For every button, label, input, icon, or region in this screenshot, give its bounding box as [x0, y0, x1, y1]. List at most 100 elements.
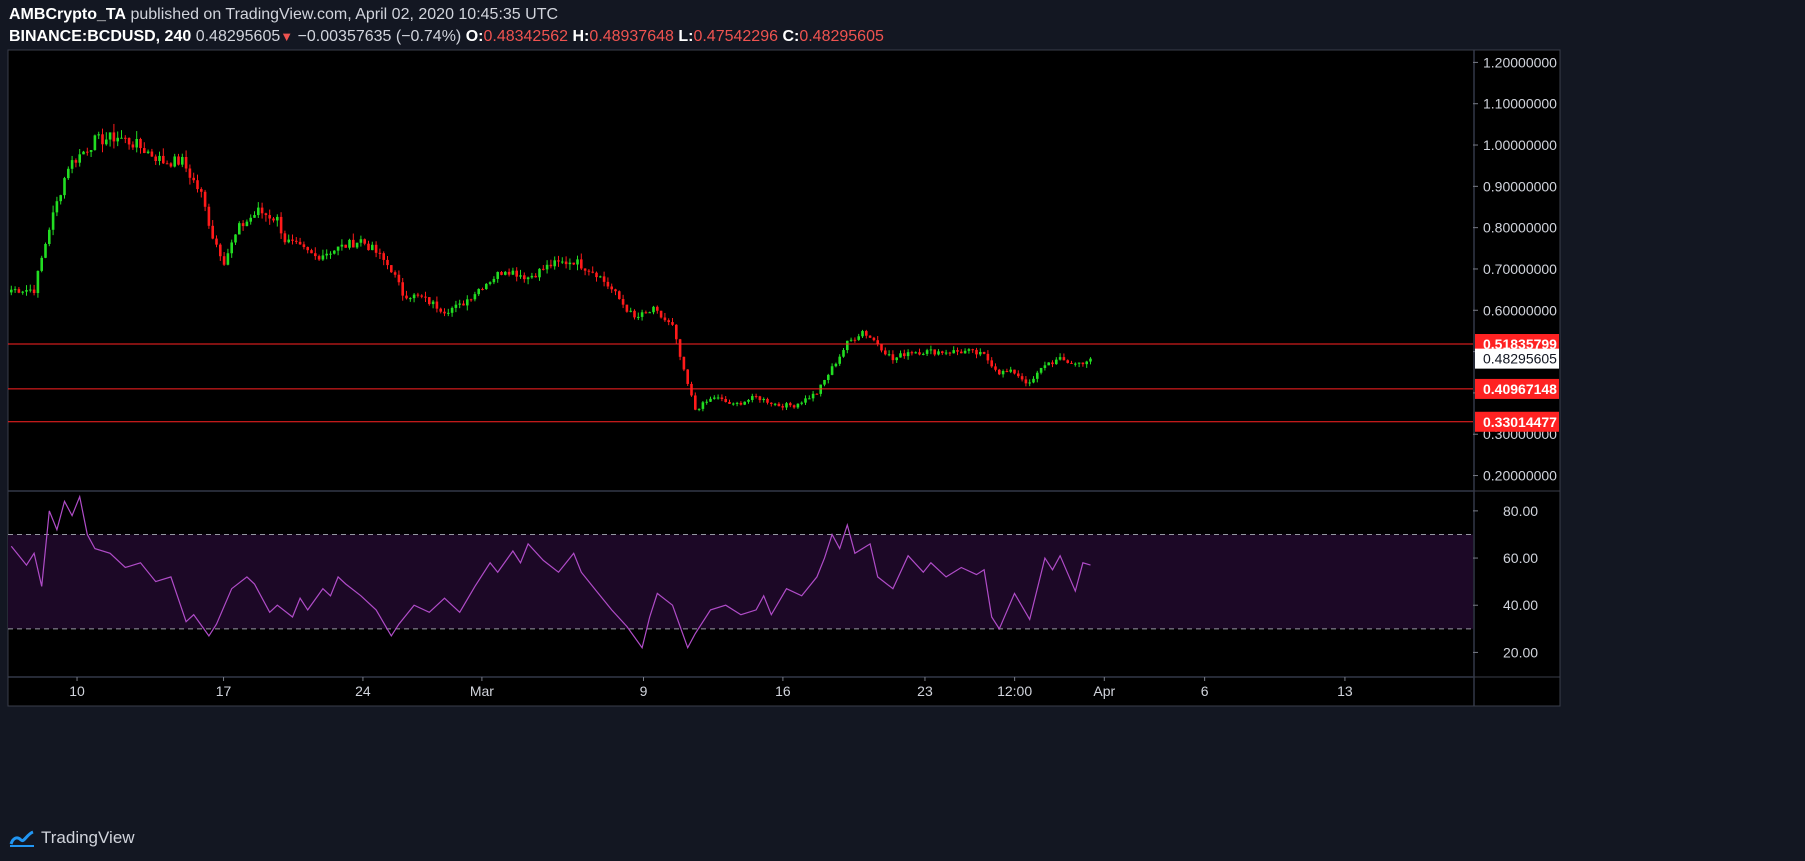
- candle-down: [390, 265, 393, 273]
- candle-up: [526, 277, 530, 280]
- candle-down: [1005, 371, 1009, 373]
- candle-down: [127, 137, 131, 145]
- candle-down: [770, 402, 773, 404]
- candle-down: [777, 403, 781, 407]
- candle-up: [67, 168, 70, 179]
- candle-down: [192, 177, 195, 181]
- open-label: O:: [465, 28, 484, 45]
- candle-up: [173, 156, 176, 167]
- candle-up: [78, 154, 81, 163]
- candle-up: [743, 401, 746, 405]
- candle-down: [439, 308, 442, 312]
- candle-down: [618, 291, 621, 300]
- time-tick-label: 23: [917, 683, 933, 699]
- rsi-pane[interactable]: [8, 494, 1473, 650]
- candle-up: [553, 260, 556, 267]
- candle-down: [766, 398, 769, 403]
- candle-up: [827, 374, 830, 380]
- candle-down: [378, 252, 382, 254]
- candle-up: [55, 201, 59, 213]
- candle-down: [352, 239, 355, 248]
- candle-down: [682, 356, 686, 370]
- candle-down: [386, 259, 389, 266]
- candle-down: [507, 271, 511, 275]
- price-change: −0.00357635 (−0.74%): [297, 28, 462, 45]
- candle-up: [762, 398, 765, 401]
- candle-down: [424, 296, 427, 298]
- candle-down: [420, 295, 423, 297]
- candle-up: [496, 272, 499, 279]
- candle-up: [895, 357, 898, 361]
- candle-down: [211, 225, 214, 239]
- candle-down: [203, 191, 207, 207]
- candle-down: [314, 253, 317, 257]
- candle-down: [500, 272, 503, 275]
- candle-up: [89, 150, 93, 152]
- axes: 1.20000000 1.10000000 1.00000000 0.90000000…: [69, 54, 1559, 699]
- candle-up: [146, 151, 150, 154]
- candle-down: [583, 268, 587, 271]
- tradingview-footer[interactable]: TradingView: [9, 826, 135, 850]
- candle-up: [1039, 367, 1043, 373]
- candle-down: [865, 331, 868, 336]
- candle-down: [948, 352, 952, 354]
- candle-up: [640, 312, 644, 317]
- candle-up: [1028, 382, 1031, 384]
- candle-up: [830, 366, 834, 375]
- candle-down: [656, 306, 659, 311]
- candle-down: [686, 369, 689, 384]
- candle-down: [416, 294, 420, 296]
- candle-up: [576, 259, 579, 265]
- candle-up: [477, 289, 480, 295]
- candle-down: [675, 324, 678, 340]
- candle-up: [1032, 378, 1035, 383]
- candle-up: [276, 216, 279, 221]
- candle-down: [956, 350, 959, 352]
- candle-up: [158, 155, 161, 161]
- candle-down: [542, 268, 545, 270]
- candle-down: [295, 240, 298, 242]
- candle-down: [1020, 376, 1024, 380]
- candle-up: [116, 137, 119, 142]
- candle-up: [105, 139, 108, 145]
- candle-up: [25, 290, 28, 292]
- price-tick-label: 0.60000000: [1483, 302, 1557, 318]
- price-pane-background: [8, 50, 1473, 490]
- candle-down: [982, 351, 986, 354]
- candle-up: [716, 397, 720, 399]
- candle-up: [135, 139, 138, 148]
- candle-up: [371, 244, 374, 251]
- candle-down: [469, 299, 473, 301]
- candle-down: [781, 406, 784, 408]
- candle-up: [838, 356, 841, 364]
- candle-up: [466, 299, 469, 306]
- candle-up: [473, 294, 477, 300]
- candle-up: [637, 316, 640, 318]
- candle-up: [120, 137, 123, 139]
- candle-up: [906, 352, 910, 357]
- candle-down: [690, 383, 693, 396]
- time-tick-label: 6: [1201, 683, 1209, 699]
- candle-up: [1074, 363, 1077, 365]
- candle-down: [1066, 360, 1069, 363]
- price-pane[interactable]: [8, 123, 1473, 423]
- candle-up: [538, 268, 541, 278]
- candle-down: [101, 134, 104, 145]
- candle-down: [876, 340, 879, 345]
- close-label: C:: [782, 28, 800, 45]
- candle-down: [374, 244, 378, 253]
- candle-up: [409, 298, 412, 300]
- candle-up: [447, 312, 450, 314]
- candle-down: [933, 349, 936, 355]
- candle-up: [1009, 369, 1012, 372]
- price-tick-label: 0.90000000: [1483, 178, 1557, 194]
- candle-down: [382, 253, 385, 260]
- candle-down: [260, 207, 264, 214]
- candle-down: [910, 352, 914, 354]
- candle-up: [952, 350, 955, 354]
- author-name[interactable]: AMBCrypto_TA: [9, 6, 127, 23]
- candle-down: [671, 322, 674, 325]
- candle-up: [823, 379, 826, 385]
- candle-up: [846, 340, 849, 351]
- candle-down: [580, 259, 583, 269]
